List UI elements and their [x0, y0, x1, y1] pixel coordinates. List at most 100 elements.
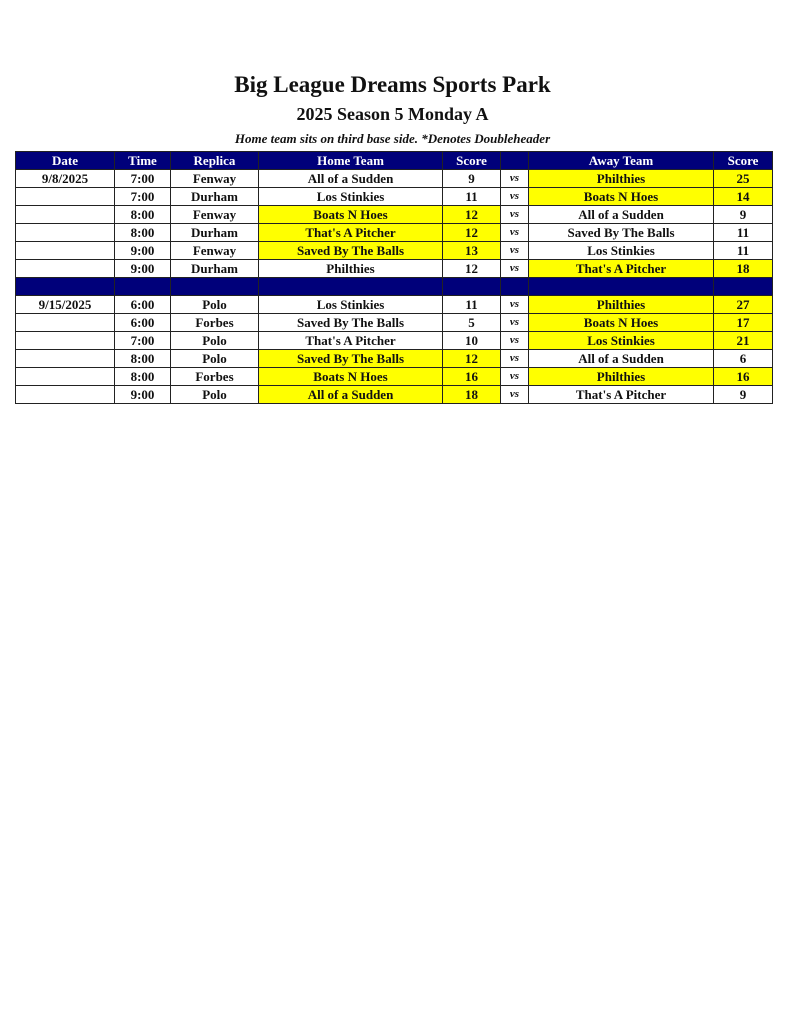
home-team-cell: Los Stinkies	[258, 295, 443, 314]
time-cell: 8:00	[114, 367, 171, 386]
home-team-cell: Saved By The Balls	[258, 241, 443, 260]
header-home-team: Home Team	[258, 151, 443, 170]
home-score-cell: 10	[442, 331, 501, 350]
date-cell	[15, 331, 115, 350]
page-subtitle: 2025 Season 5 Monday A	[296, 104, 489, 124]
home-score-cell: 18	[442, 385, 501, 404]
time-cell: 7:00	[114, 169, 171, 188]
date-cell: 9/8/2025	[15, 169, 115, 188]
away-team-cell: All of a Sudden	[528, 205, 714, 224]
away-score-cell: 11	[713, 223, 773, 242]
home-team-cell: Saved By The Balls	[258, 313, 443, 332]
time-cell: 8:00	[114, 223, 171, 242]
table-row: 8:00 Durham That's A Pitcher 12 vs Saved By T…	[15, 223, 773, 242]
table-row: 9/15/2025 6:00 Polo Los Stinkies 11 vs Philthi…	[15, 295, 773, 314]
table-row: 7:00 Polo That's A Pitcher 10 vs Los Stinkies…	[15, 331, 773, 350]
separator-cell	[170, 277, 259, 296]
away-team-cell: Philthies	[528, 169, 714, 188]
time-cell: 6:00	[114, 295, 171, 314]
header-away-team: Away Team	[528, 151, 714, 170]
home-score-cell: 16	[442, 367, 501, 386]
header-away-score: Score	[713, 151, 773, 170]
vs-cell: vs	[500, 259, 529, 278]
page-title: Big League Dreams Sports Park	[234, 72, 551, 97]
separator-cell	[713, 277, 773, 296]
time-cell: 9:00	[114, 259, 171, 278]
away-team-cell: Philthies	[528, 295, 714, 314]
away-score-cell: 9	[713, 385, 773, 404]
vs-cell: vs	[500, 223, 529, 242]
home-team-cell: Philthies	[258, 259, 443, 278]
home-team-cell: Boats N Hoes	[258, 205, 443, 224]
table-row: 9:00 Polo All of a Sudden 18 vs That's A Pitc…	[15, 385, 773, 404]
home-score-cell: 5	[442, 313, 501, 332]
time-cell: 7:00	[114, 331, 171, 350]
away-score-cell: 16	[713, 367, 773, 386]
table-row: 8:00 Forbes Boats N Hoes 16 vs Philthies 16	[15, 367, 773, 386]
home-score-cell: 9	[442, 169, 501, 188]
date-cell	[15, 367, 115, 386]
away-team-cell: Los Stinkies	[528, 241, 714, 260]
schedule-table: Date Time Replica Home Team Score Away T…	[15, 151, 773, 404]
date-cell	[15, 187, 115, 206]
vs-cell: vs	[500, 385, 529, 404]
replica-cell: Fenway	[170, 205, 259, 224]
table-row: 8:00 Polo Saved By The Balls 12 vs All of a S…	[15, 349, 773, 368]
separator-cell	[528, 277, 714, 296]
vs-cell: vs	[500, 187, 529, 206]
date-cell	[15, 241, 115, 260]
vs-cell: vs	[500, 295, 529, 314]
vs-cell: vs	[500, 241, 529, 260]
vs-cell: vs	[500, 349, 529, 368]
replica-cell: Polo	[170, 385, 259, 404]
home-score-cell: 11	[442, 295, 501, 314]
replica-cell: Polo	[170, 349, 259, 368]
separator-cell	[114, 277, 171, 296]
time-cell: 8:00	[114, 349, 171, 368]
away-score-cell: 18	[713, 259, 773, 278]
vs-cell: vs	[500, 331, 529, 350]
home-team-cell: Saved By The Balls	[258, 349, 443, 368]
date-cell	[15, 259, 115, 278]
table-row: 9/8/2025 7:00 Fenway All of a Sudden 9 vs Phil…	[15, 169, 773, 188]
away-score-cell: 27	[713, 295, 773, 314]
home-team-cell: That's A Pitcher	[258, 331, 443, 350]
replica-cell: Durham	[170, 259, 259, 278]
table-row: 9:00 Durham Philthies 12 vs That's A Pitcher 1…	[15, 259, 773, 278]
away-team-cell: Philthies	[528, 367, 714, 386]
away-score-cell: 9	[713, 205, 773, 224]
away-team-cell: All of a Sudden	[528, 349, 714, 368]
separator-cell	[258, 277, 443, 296]
away-team-cell: That's A Pitcher	[528, 385, 714, 404]
header-replica: Replica	[170, 151, 259, 170]
home-score-cell: 13	[442, 241, 501, 260]
vs-cell: vs	[500, 367, 529, 386]
table-row: 8:00 Fenway Boats N Hoes 12 vs All of a Sudde…	[15, 205, 773, 224]
time-cell: 7:00	[114, 187, 171, 206]
date-cell	[15, 313, 115, 332]
table-row: 7:00 Durham Los Stinkies 11 vs Boats N Hoes 14	[15, 187, 773, 206]
home-score-cell: 11	[442, 187, 501, 206]
replica-cell: Durham	[170, 223, 259, 242]
date-cell	[15, 205, 115, 224]
home-score-cell: 12	[442, 205, 501, 224]
replica-cell: Polo	[170, 295, 259, 314]
away-score-cell: 21	[713, 331, 773, 350]
away-team-cell: Saved By The Balls	[528, 223, 714, 242]
vs-cell: vs	[500, 205, 529, 224]
away-team-cell: Boats N Hoes	[528, 187, 714, 206]
time-cell: 8:00	[114, 205, 171, 224]
home-score-cell: 12	[442, 259, 501, 278]
away-score-cell: 25	[713, 169, 773, 188]
replica-cell: Fenway	[170, 169, 259, 188]
away-team-cell: Los Stinkies	[528, 331, 714, 350]
table-row: 9:00 Fenway Saved By The Balls 13 vs Los Stin…	[15, 241, 773, 260]
home-team-cell: That's A Pitcher	[258, 223, 443, 242]
away-score-cell: 6	[713, 349, 773, 368]
time-cell: 6:00	[114, 313, 171, 332]
away-team-cell: That's A Pitcher	[528, 259, 714, 278]
replica-cell: Forbes	[170, 313, 259, 332]
home-team-cell: All of a Sudden	[258, 385, 443, 404]
away-score-cell: 14	[713, 187, 773, 206]
header-vs	[500, 151, 529, 170]
